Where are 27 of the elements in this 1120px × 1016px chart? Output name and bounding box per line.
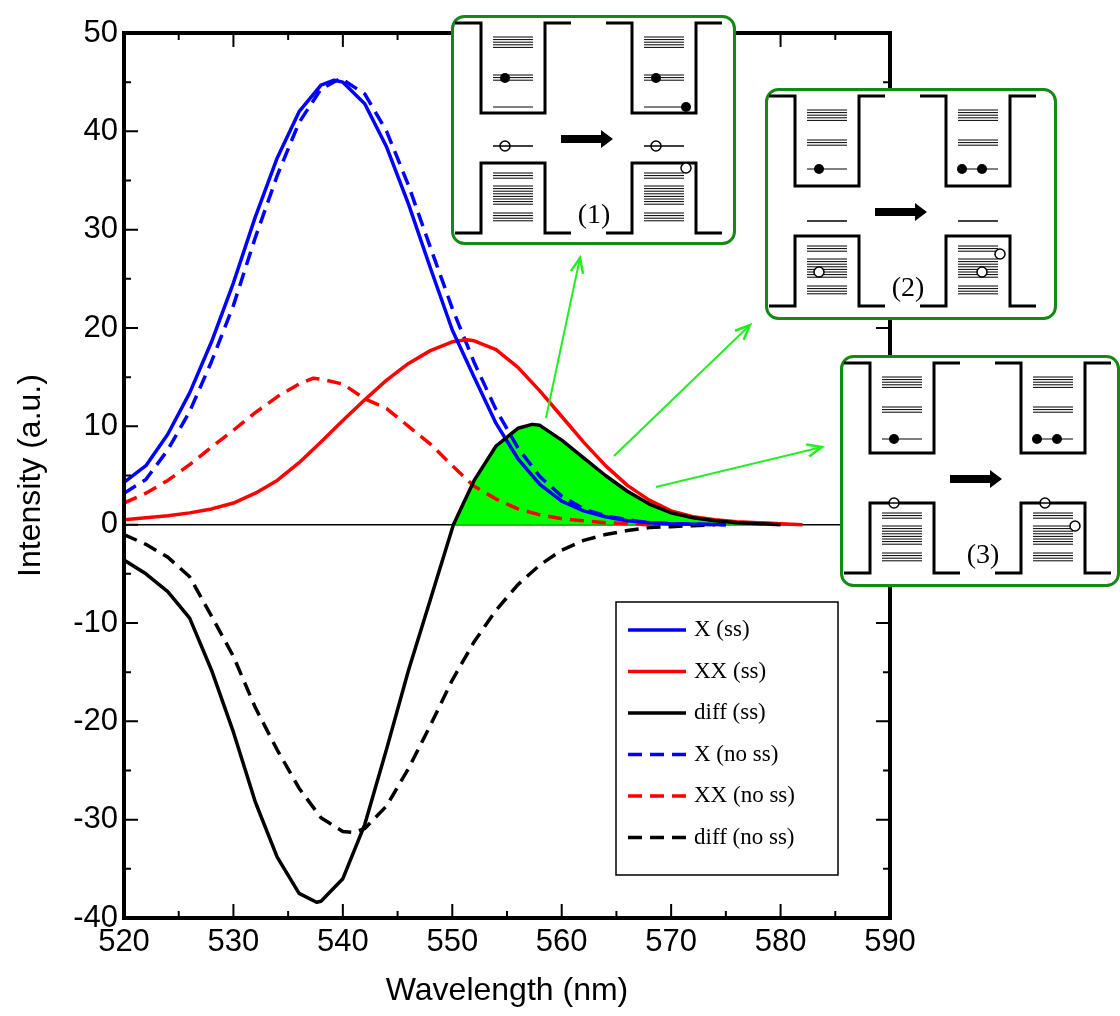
legend-label: diff (ss) <box>694 699 766 725</box>
x-tick-label: 570 <box>645 923 698 959</box>
y-axis-title: Intensity (a.u.) <box>11 374 48 577</box>
y-tick-label: 20 <box>83 308 118 344</box>
y-tick-label: 40 <box>83 111 118 147</box>
legend-label: X (ss) <box>694 616 750 642</box>
x-axis-title: Wavelength (nm) <box>385 970 629 1007</box>
legend-label: X (no ss) <box>694 740 779 766</box>
x-tick-label: 550 <box>426 923 479 959</box>
legend-label: XX (no ss) <box>694 782 795 808</box>
text: (3) <box>966 538 1000 569</box>
text: (2) <box>891 271 925 302</box>
annotation: (1) <box>577 198 611 229</box>
y-tick-label: -10 <box>73 603 118 639</box>
x-tick-label: 530 <box>207 923 260 959</box>
x-tick-label: 580 <box>754 923 807 959</box>
y-tick-label: 30 <box>83 210 118 246</box>
y-tick-label: 50 <box>83 13 118 49</box>
y-tick-label: -20 <box>73 701 118 737</box>
y-tick-label: 10 <box>83 406 118 442</box>
legend-label: XX (ss) <box>694 657 767 683</box>
x-tick-label: 540 <box>316 923 369 959</box>
y-tick-label: 0 <box>100 505 118 541</box>
x-tick-label: 560 <box>535 923 588 959</box>
x-tick-label: 590 <box>864 923 916 959</box>
legend-label: diff (no ss) <box>694 823 795 849</box>
y-tick-label: -30 <box>73 800 118 836</box>
